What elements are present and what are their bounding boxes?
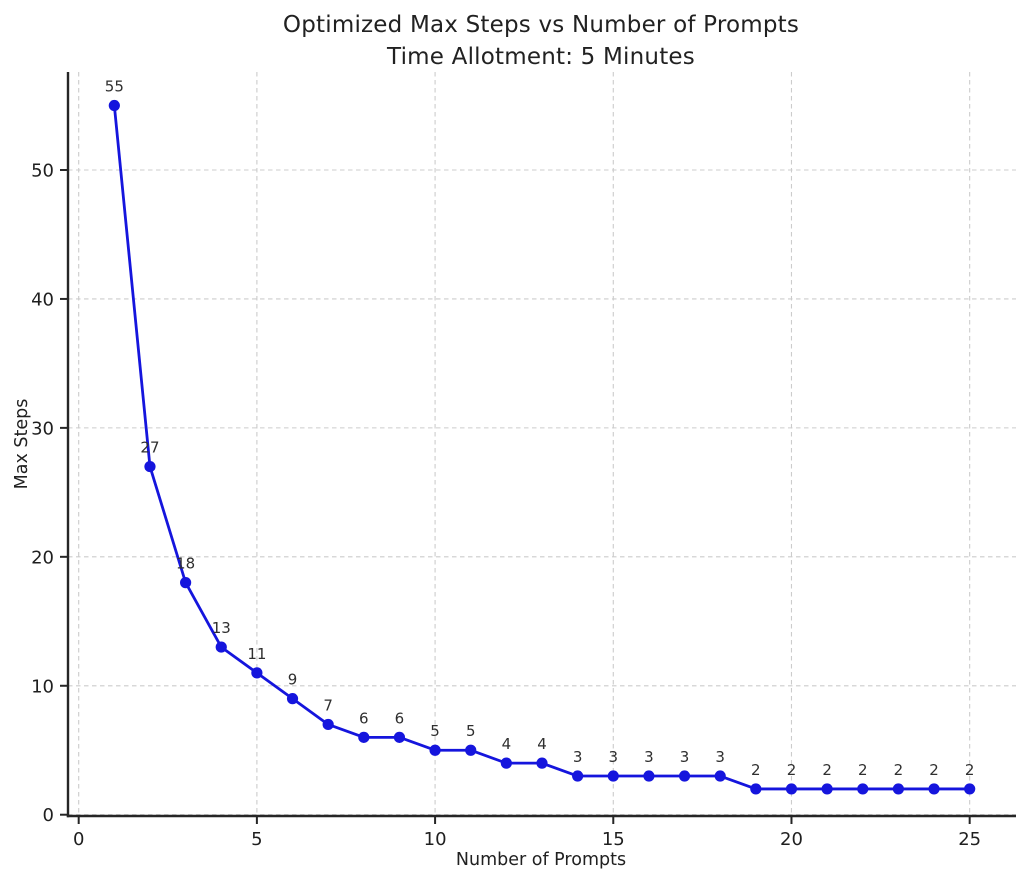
point-label: 2 xyxy=(751,761,761,779)
point-label: 3 xyxy=(715,748,725,766)
y-tick-label: 10 xyxy=(31,676,54,697)
data-point xyxy=(358,731,370,743)
data-point xyxy=(144,460,156,473)
point-label: 2 xyxy=(787,761,797,779)
point-label: 6 xyxy=(395,709,405,727)
data-point xyxy=(429,744,441,756)
point-label: 3 xyxy=(680,748,690,766)
data-point xyxy=(536,757,548,769)
point-label: 13 xyxy=(212,619,231,637)
y-tick-label: 50 xyxy=(31,160,54,181)
point-label: 18 xyxy=(176,555,195,573)
data-point xyxy=(465,744,477,756)
data-point xyxy=(857,783,869,795)
data-point xyxy=(643,770,655,782)
point-label: 2 xyxy=(894,761,904,779)
x-tick-label: 10 xyxy=(424,829,447,850)
point-label: 2 xyxy=(858,761,868,779)
y-tick-label: 40 xyxy=(31,289,54,310)
point-label: 6 xyxy=(359,709,369,727)
point-label: 2 xyxy=(822,761,832,779)
data-line xyxy=(112,104,972,791)
data-point xyxy=(286,693,299,705)
point-label: 5 xyxy=(430,722,440,740)
point-label: 11 xyxy=(247,645,266,663)
point-label: 55 xyxy=(105,78,124,96)
data-point xyxy=(251,667,263,679)
data-point xyxy=(821,783,833,795)
x-axis-label: Number of Prompts xyxy=(455,850,627,870)
data-point xyxy=(572,770,584,782)
data-point xyxy=(892,783,904,795)
point-label: 9 xyxy=(288,671,298,689)
data-point xyxy=(607,770,619,782)
point-label: 2 xyxy=(965,761,975,779)
x-tick-label: 15 xyxy=(602,829,625,850)
point-label: 3 xyxy=(644,748,654,766)
data-point xyxy=(322,718,334,731)
data-point xyxy=(108,99,120,112)
point-label: 3 xyxy=(609,748,619,766)
point-label: 27 xyxy=(140,439,159,457)
y-axis-label: Max Steps xyxy=(12,398,32,490)
point-label: 2 xyxy=(929,761,939,779)
data-point xyxy=(714,770,726,782)
y-tick-label: 0 xyxy=(43,805,54,826)
data-point xyxy=(750,783,762,795)
point-label: 4 xyxy=(537,735,547,753)
chart-subtitle: Time Allotment: 5 Minutes xyxy=(387,44,695,70)
data-point xyxy=(678,770,691,782)
data-point xyxy=(393,731,406,743)
y-tick-label: 30 xyxy=(31,418,54,439)
x-tick-label: 25 xyxy=(958,829,981,850)
point-label: 5 xyxy=(466,722,476,740)
chart-title: Optimized Max Steps vs Number of Prompts xyxy=(282,12,800,38)
point-label: 7 xyxy=(323,696,333,714)
point-label: 4 xyxy=(502,735,512,753)
data-point xyxy=(928,783,940,795)
x-tick-label: 0 xyxy=(73,829,84,850)
data-point xyxy=(215,641,227,653)
data-point xyxy=(964,783,976,795)
data-point xyxy=(785,783,798,795)
x-tick-label: 20 xyxy=(780,829,803,850)
point-label: 3 xyxy=(573,748,583,766)
x-tick-label: 5 xyxy=(251,829,262,850)
data-point xyxy=(180,577,192,589)
data-point xyxy=(500,757,512,769)
y-tick-label: 20 xyxy=(31,547,54,568)
